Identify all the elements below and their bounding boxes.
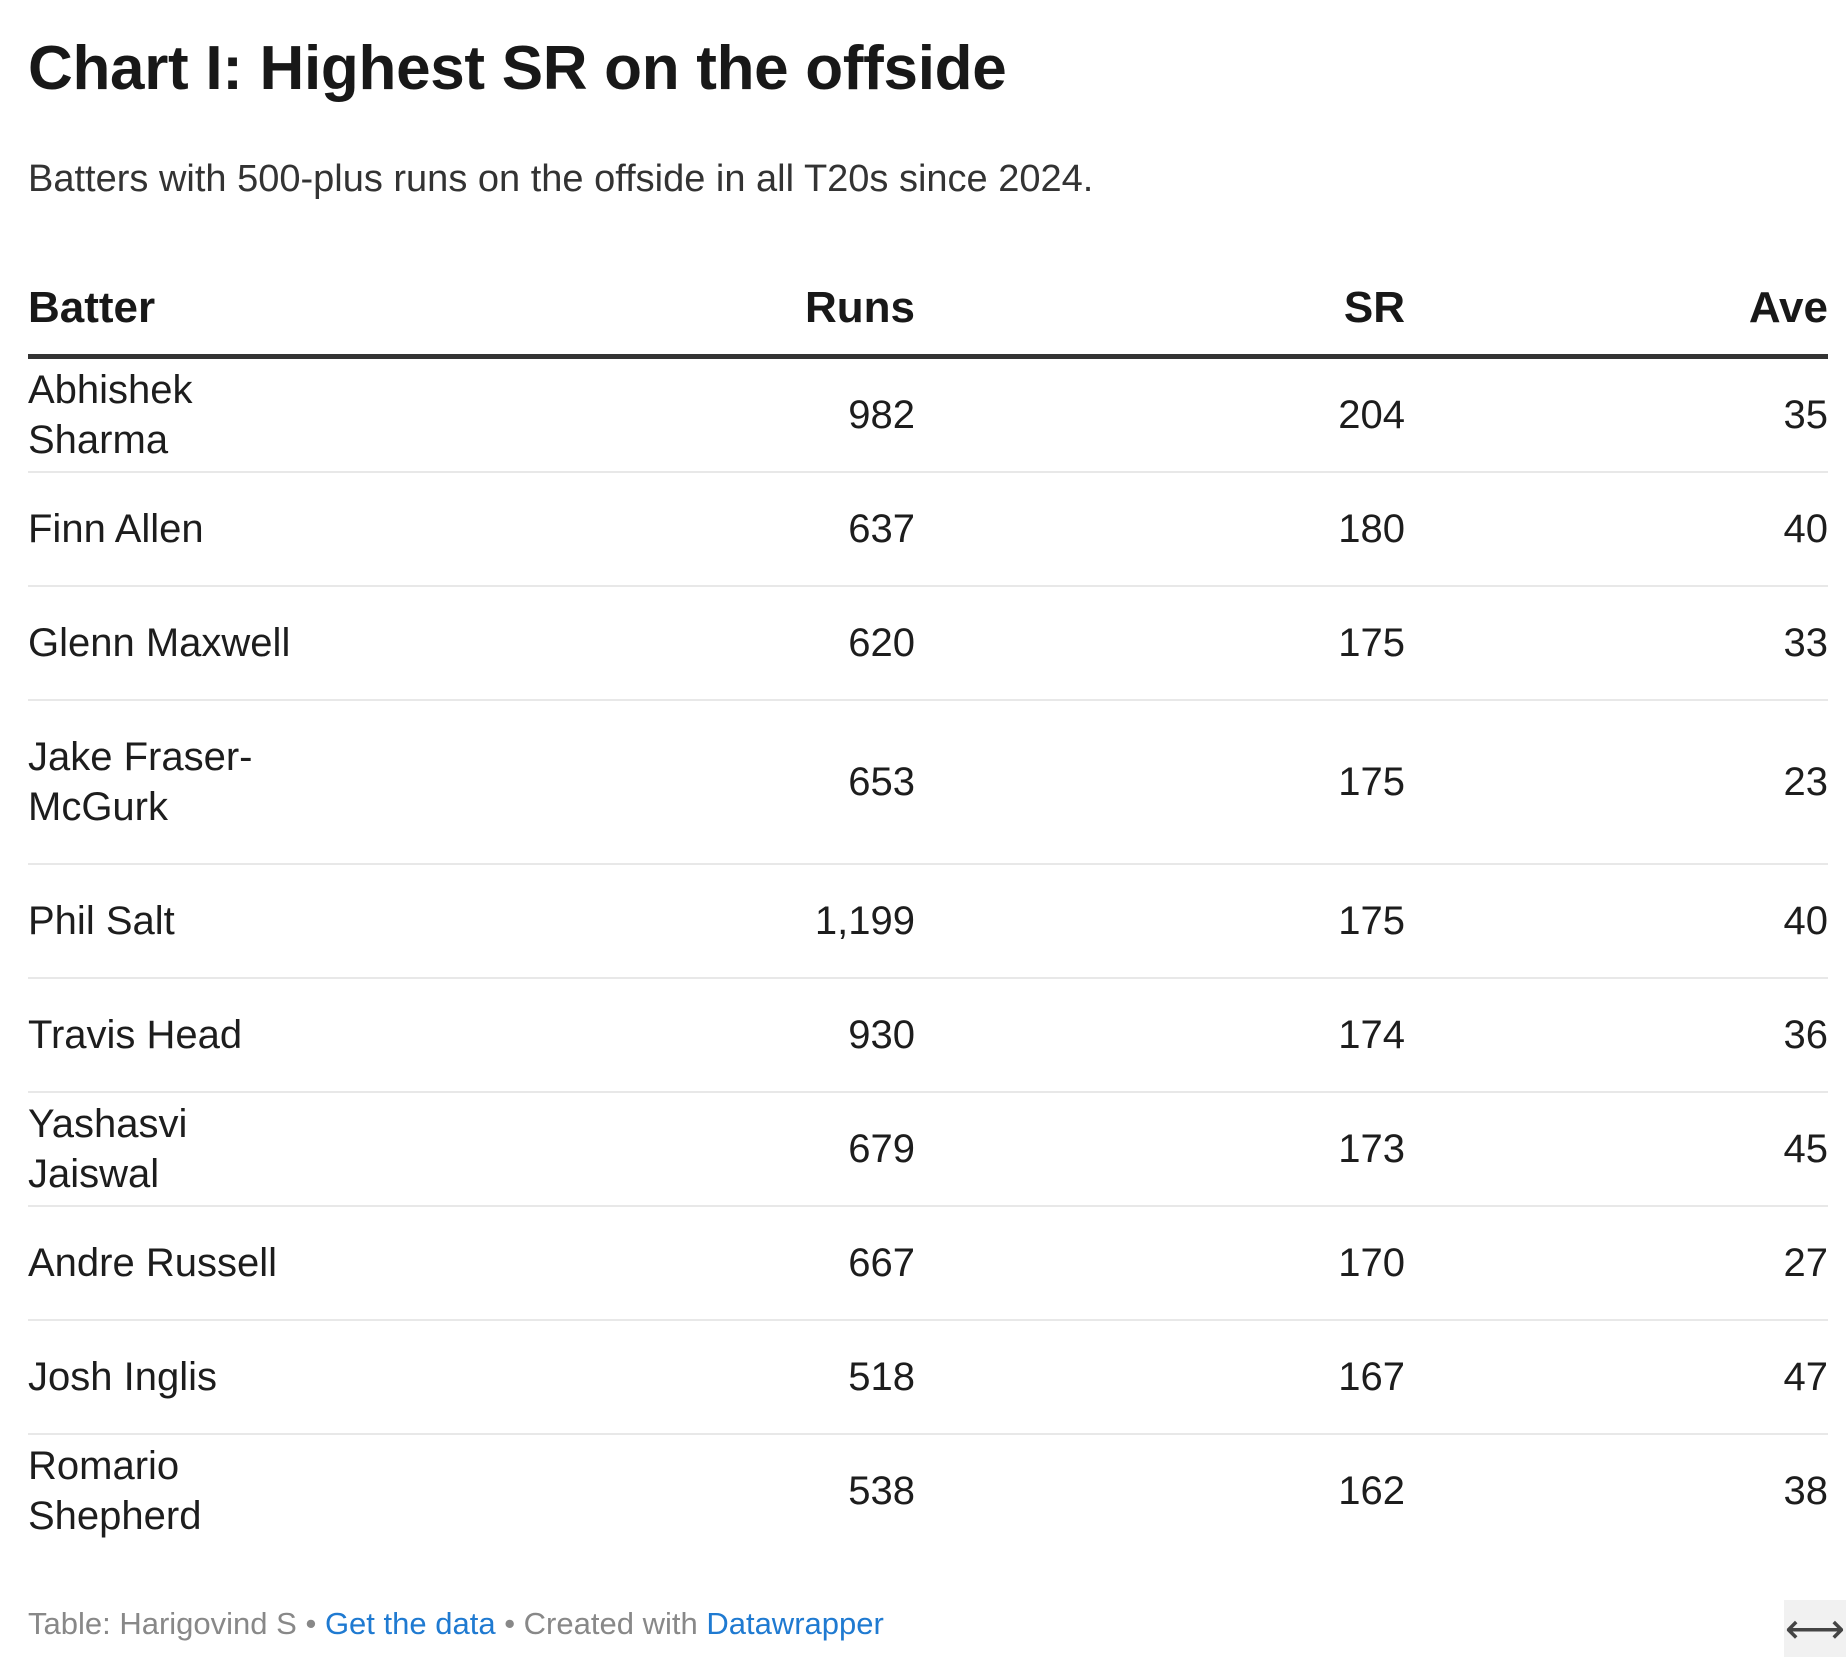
cell-ave: 47 [1405, 1320, 1828, 1435]
cell-ave: 33 [1405, 586, 1828, 701]
cell-ave: 35 [1405, 356, 1828, 473]
cell-batter: Romario Shepherd [28, 1444, 202, 1538]
cell-batter: Andre Russell [28, 1206, 688, 1321]
cell-ave: 27 [1405, 1206, 1828, 1321]
table-row: Phil Salt 1,199 175 40 [28, 864, 1828, 979]
cell-sr: 204 [915, 356, 1405, 473]
cell-ave: 40 [1405, 472, 1828, 587]
cell-batter: Phil Salt [28, 864, 688, 979]
table-row: Josh Inglis 518 167 47 [28, 1320, 1828, 1435]
table-row: Travis Head 930 174 36 [28, 978, 1828, 1093]
cell-runs: 518 [688, 1320, 915, 1435]
table-row: Abhishek Sharma 982 204 35 [28, 356, 1828, 473]
cell-sr: 175 [915, 700, 1405, 865]
cell-batter: Travis Head [28, 978, 688, 1093]
chart-container: Chart I: Highest SR on the offside Batte… [28, 0, 1828, 1538]
column-header-batter[interactable]: Batter [28, 262, 688, 359]
cell-sr: 162 [1338, 1469, 1405, 1513]
cell-ave: 36 [1405, 978, 1828, 1093]
cell-runs: 930 [688, 978, 915, 1093]
footer-separator: • [305, 1606, 317, 1641]
cell-ave: 38 [1783, 1469, 1829, 1513]
source-credit: Table: Harigovind S [28, 1606, 297, 1641]
table-body: Abhishek Sharma 982 204 35 Finn Allen 63… [28, 356, 1828, 1548]
cell-ave: 40 [1405, 864, 1828, 979]
footer-separator: • [504, 1606, 516, 1641]
cell-sr: 170 [915, 1206, 1405, 1321]
cell-sr: 167 [915, 1320, 1405, 1435]
horizontal-expand-icon[interactable]: ⟷ [1784, 1600, 1846, 1657]
cell-ave: 23 [1405, 700, 1828, 865]
table-row: Andre Russell 667 170 27 [28, 1206, 1828, 1321]
cell-batter: Abhishek Sharma [28, 356, 688, 473]
header-row: Batter Runs SR Ave [28, 262, 1828, 359]
table-row: Jake Fraser-McGurk 653 175 23 [28, 700, 1828, 865]
cell-sr: 173 [915, 1092, 1405, 1207]
cell-runs: 620 [688, 586, 915, 701]
cell-runs: 637 [688, 472, 915, 587]
cell-runs: 667 [688, 1206, 915, 1321]
cell-batter: Jake Fraser-McGurk [28, 700, 688, 865]
cell-batter: Josh Inglis [28, 1320, 688, 1435]
chart-footer: Table: Harigovind S • Get the data • Cre… [28, 1604, 884, 1644]
chart-title: Chart I: Highest SR on the offside [28, 34, 1007, 103]
get-data-link[interactable]: Get the data [324, 1606, 496, 1641]
table-row: Glenn Maxwell 620 175 33 [28, 586, 1828, 701]
table-row: Yashasvi Jaiswal 679 173 45 [28, 1092, 1828, 1207]
cell-runs: 538 [848, 1469, 915, 1513]
cell-batter: Glenn Maxwell [28, 586, 688, 701]
created-with-text: Created with [523, 1606, 698, 1641]
chart-subtitle: Batters with 500-plus runs on the offsid… [28, 158, 1094, 200]
cell-runs: 982 [688, 356, 915, 473]
table-row: Romario Shepherd 538 162 38 [28, 1434, 1828, 1547]
table-header: Batter Runs SR Ave [28, 262, 1828, 359]
cell-runs: 679 [688, 1092, 915, 1207]
cell-batter: Yashasvi Jaiswal [28, 1092, 688, 1207]
cell-sr: 175 [915, 586, 1405, 701]
column-header-ave[interactable]: Ave [1405, 262, 1828, 359]
column-header-sr[interactable]: SR [915, 262, 1405, 359]
cell-sr: 180 [915, 472, 1405, 587]
cell-sr: 174 [915, 978, 1405, 1093]
cell-sr: 175 [915, 864, 1405, 979]
cell-runs: 653 [688, 700, 915, 865]
cell-ave: 45 [1405, 1092, 1828, 1207]
cell-batter: Finn Allen [28, 472, 688, 587]
column-header-runs[interactable]: Runs [688, 262, 915, 359]
datawrapper-link[interactable]: Datawrapper [706, 1606, 884, 1641]
stats-table: Batter Runs SR Ave Abhishek Sharma 982 2… [28, 262, 1828, 1547]
table-row: Finn Allen 637 180 40 [28, 472, 1828, 587]
cell-runs: 1,199 [688, 864, 915, 979]
